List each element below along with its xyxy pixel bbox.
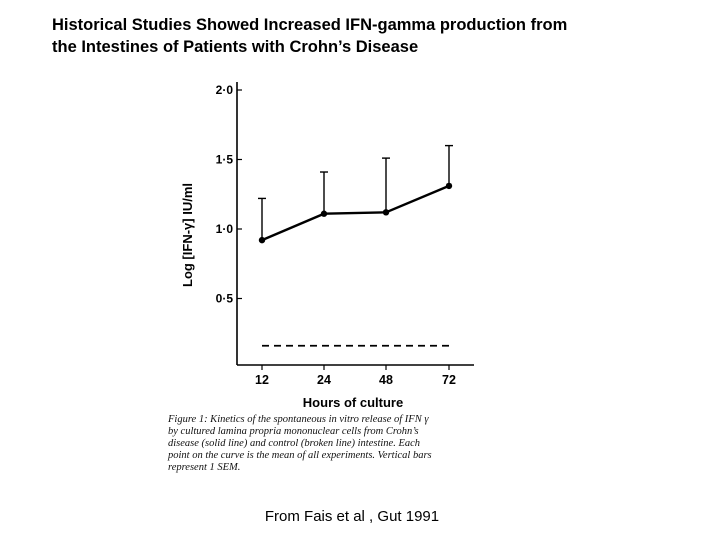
title-line-1: Historical Studies Showed Increased IFN-… [52,16,568,34]
caption-line-1: Figure 1: Kinetics of the spontaneous in… [168,414,429,425]
slide-title: Historical Studies Showed Increased IFN-… [52,14,692,58]
source-citation: From Fais et al , Gut 1991 [264,508,440,525]
caption-line-3: disease (solid line) and control (broken… [168,438,421,449]
caption-line-4: point on the curve is the mean of all ex… [168,450,432,461]
x-tick-label-2: 48 [379,373,393,387]
chart-series [258,144,453,347]
y-tick-label-1: 1·0 [216,222,234,236]
y-tick-label-3: 2·0 [216,83,234,97]
y-axis-label: Log [IFN-γ] IU/ml [180,183,195,287]
caption-line-2: by cultured lamina propria mononuclear c… [168,426,419,437]
caption-line-5: represent 1 SEM. [168,462,241,473]
title-line-2: the Intestines of Patients with Crohn’s … [52,38,419,56]
x-axis-label: Hours of culture [303,395,403,410]
x-ticks: 12 24 48 72 [255,365,456,387]
data-point-2 [382,209,390,216]
data-point-0 [258,236,266,244]
y-tick-label-2: 1·5 [216,153,234,167]
x-tick-label-0: 12 [255,373,269,387]
y-tick-label-0: 0·5 [216,292,234,306]
data-point-1 [320,210,328,217]
x-tick-label-1: 24 [317,373,331,387]
figure-caption: Figure 1: Kinetics of the spontaneous in… [168,414,508,474]
crohns-solid-line [261,184,450,242]
y-ticks: 0·5 1·0 1·5 2·0 [216,83,242,306]
data-point-3 [445,182,453,190]
chart-axes [236,82,474,366]
x-tick-label-3: 72 [442,373,456,387]
